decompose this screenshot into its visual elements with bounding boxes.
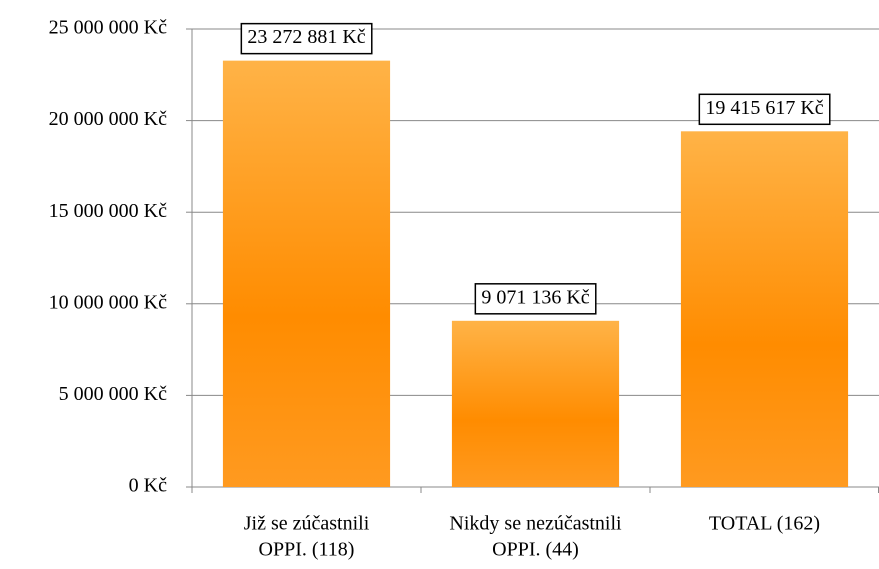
data-label-box <box>240 22 373 55</box>
data-label: 9 071 136 Kč <box>481 286 589 308</box>
data-label: 23 272 881 Kč <box>247 26 365 48</box>
data-label-box <box>474 283 597 315</box>
x-tick-label: OPPI. (44) <box>492 539 579 561</box>
x-tick-label: OPPI. (118) <box>259 539 355 561</box>
x-tick-label: Nikdy se nezúčastnili <box>449 513 622 535</box>
y-tick-label: 20 000 000 Kč <box>49 108 167 130</box>
y-tick-label: 10 000 000 Kč <box>49 291 167 313</box>
x-tick-label: Již se zúčastnili <box>244 513 370 535</box>
y-tick-label: 15 000 000 Kč <box>49 200 167 222</box>
bar <box>680 131 849 487</box>
y-tick-label: 0 Kč <box>129 475 167 497</box>
data-label-box <box>698 93 831 126</box>
x-tick-label: TOTAL (162) <box>709 513 820 535</box>
y-tick-label: 5 000 000 Kč <box>59 383 167 405</box>
bar <box>451 320 620 487</box>
y-tick-label: 25 000 000 Kč <box>49 17 167 39</box>
bar <box>222 60 391 488</box>
data-label: 19 415 617 Kč <box>705 97 823 119</box>
